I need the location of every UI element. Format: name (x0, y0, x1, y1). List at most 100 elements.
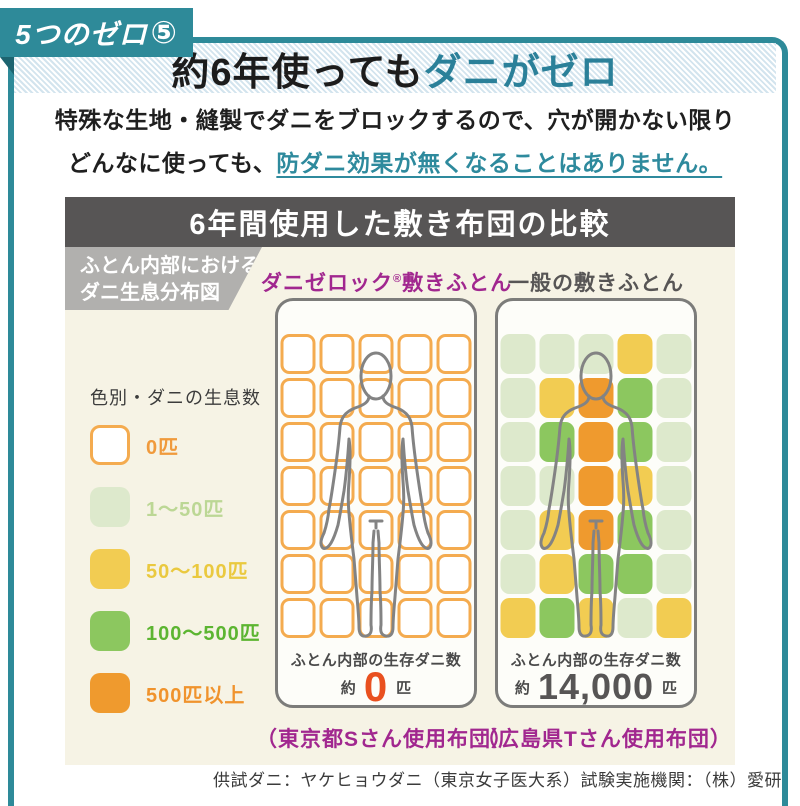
mite-cell (358, 554, 394, 594)
mite-cell (500, 378, 536, 418)
mite-cell (280, 598, 316, 638)
count-value-right: 14,000 (537, 666, 655, 707)
mite-cell (397, 598, 433, 638)
futon-right-title-main: 一般の敷きふとん (508, 272, 684, 295)
legend-label: 0匹 (146, 436, 180, 459)
legend-item: 50〜100匹 (90, 549, 261, 589)
mite-cell (539, 598, 575, 638)
mite-cell (656, 422, 692, 462)
mite-cell (436, 334, 472, 374)
futon-right-title: 一般の敷きふとん (481, 267, 711, 297)
count-unit-left: 匹 (396, 679, 412, 697)
mite-cell (358, 510, 394, 550)
mite-cell (578, 554, 614, 594)
mite-cell (656, 334, 692, 374)
mite-cell (319, 334, 355, 374)
mite-cell (358, 466, 394, 506)
badge-fold-triangle (0, 57, 14, 75)
mite-cell (397, 554, 433, 594)
legend-swatch (90, 673, 130, 713)
mite-cell (656, 510, 692, 550)
mite-cell (280, 334, 316, 374)
comparison-title-bar: 6年間使用した敷き布団の比較 (65, 197, 735, 247)
mite-cell (319, 378, 355, 418)
futon-left-title: ダニゼロック®敷きふとん (261, 267, 511, 297)
legend-item: 100〜500匹 (90, 611, 261, 651)
legend-item: 500匹以上 (90, 673, 261, 713)
mite-cell (500, 334, 536, 374)
mite-cell (436, 554, 472, 594)
series-badge-number: ⑤ (150, 14, 178, 50)
futon-panel-dani-zero-lock: ふとん内部の生存ダニ数 約 0 匹 (275, 298, 477, 711)
legend-label: 1〜50匹 (146, 498, 225, 521)
mite-cell (500, 554, 536, 594)
mite-grid-right (500, 334, 692, 638)
count-prefix-right: 約 (514, 679, 530, 697)
mite-cell (617, 554, 653, 594)
mite-cell (319, 598, 355, 638)
mite-cell (436, 510, 472, 550)
page-title-accent: ダニがゼロ (423, 51, 619, 94)
mite-cell (280, 378, 316, 418)
mite-cell (500, 510, 536, 550)
mite-cell (656, 554, 692, 594)
mite-cell (280, 422, 316, 462)
intro-paragraph: 特殊な生地・縫製でダニをブロックするので、穴が開かない限り どんなに使っても、防… (14, 99, 776, 185)
mite-cell (319, 554, 355, 594)
page-title: 約6年使ってもダニがゼロ (171, 41, 618, 96)
count-line-right: 約 14,000 匹 (498, 663, 694, 711)
legend-title: 色別・ダニの生息数 (90, 388, 261, 408)
human-body-outline (539, 351, 653, 638)
mite-cell (500, 466, 536, 506)
test-footnote: 供試ダニ：ヤケヒョウダニ（東京女子医大系）試験実施機関：（株）愛研 (213, 771, 782, 790)
mite-cell (500, 422, 536, 462)
comparison-title: 6年間使用した敷き布団の比較 (189, 209, 611, 241)
mite-cell (436, 422, 472, 462)
mite-cell (617, 598, 653, 638)
intro-line2-plain: どんなに使っても、 (67, 150, 277, 176)
ribbon-line2: ダニ生息分布図 (80, 282, 220, 304)
futon-left-caption: （東京都Sさん使用布団） (256, 728, 514, 751)
legend-label: 50〜100匹 (146, 560, 249, 583)
series-badge-label: 5つのゼロ (15, 18, 148, 50)
mite-grid-left (280, 334, 472, 638)
count-unit-right: 匹 (662, 679, 678, 697)
legend-items: 0匹 1〜50匹 50〜100匹 100〜500匹 500匹以上 (90, 425, 261, 735)
mite-cell (436, 378, 472, 418)
count-prefix-left: 約 (340, 679, 356, 697)
mite-cell (656, 378, 692, 418)
legend-swatch (90, 611, 130, 651)
mite-cell (358, 422, 394, 462)
mite-cell (578, 598, 614, 638)
legend-swatch (90, 487, 130, 527)
comparison-box: 6年間使用した敷き布団の比較 ふとん内部における ダニ生息分布図 色別・ダニの生… (65, 197, 735, 765)
mite-cell (656, 466, 692, 506)
count-label-left: ふとん内部の生存ダニ数 (290, 652, 462, 669)
page-title-black: 約6年使っても (171, 51, 424, 94)
mite-cell (397, 334, 433, 374)
mite-cell (280, 466, 316, 506)
legend-item: 0匹 (90, 425, 261, 465)
count-label-right: ふとん内部の生存ダニ数 (510, 652, 682, 669)
mite-cell (280, 554, 316, 594)
registered-mark: ® (393, 273, 403, 285)
mite-cell (578, 422, 614, 462)
legend-item: 1〜50匹 (90, 487, 261, 527)
mite-cell (617, 334, 653, 374)
mite-cell (656, 598, 692, 638)
intro-line2: どんなに使っても、防ダニ効果が無くなることはありません。 (14, 142, 776, 185)
futon-left-title-main: ダニゼロック (261, 272, 393, 295)
legend-label: 500匹以上 (146, 684, 246, 707)
ribbon-line1: ふとん内部における (80, 255, 260, 277)
futon-right-caption: （広島県Tさん使用布団） (476, 728, 732, 751)
count-line-left: 約 0 匹 (278, 663, 474, 711)
human-body-outline (319, 351, 433, 638)
intro-line1: 特殊な生地・縫製でダニをブロックするので、穴が開かない限り (54, 107, 736, 133)
mite-cell (539, 334, 575, 374)
futon-left-title-rest: 敷きふとん (402, 272, 513, 295)
mite-cell (280, 510, 316, 550)
distribution-ribbon: ふとん内部における ダニ生息分布図 (65, 247, 262, 310)
legend-label: 100〜500匹 (146, 622, 261, 645)
futon-panel-ordinary: ふとん内部の生存ダニ数 約 14,000 匹 (495, 298, 697, 708)
mite-cell (500, 598, 536, 638)
